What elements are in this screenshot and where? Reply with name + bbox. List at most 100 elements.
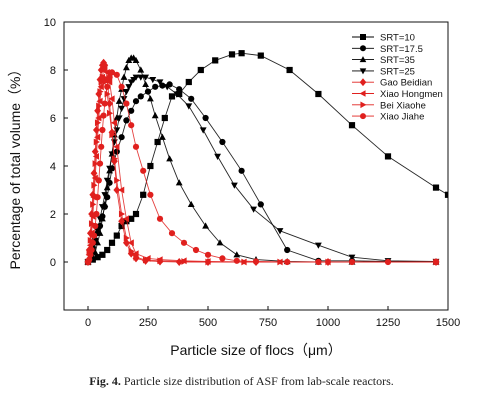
data-point bbox=[147, 191, 154, 198]
data-point bbox=[118, 134, 125, 141]
data-point bbox=[96, 216, 104, 223]
data-point bbox=[89, 239, 96, 246]
data-point bbox=[205, 258, 212, 266]
data-point bbox=[86, 256, 93, 263]
data-point bbox=[444, 191, 448, 198]
data-point bbox=[122, 88, 130, 96]
data-point bbox=[132, 143, 140, 150]
data-point bbox=[91, 181, 98, 189]
legend-item: SRT=35 bbox=[352, 55, 415, 66]
data-point bbox=[132, 210, 140, 218]
legend-item: Xiao Jiahe bbox=[352, 112, 424, 123]
data-point bbox=[212, 57, 219, 64]
data-point bbox=[228, 51, 236, 58]
data-point bbox=[157, 257, 164, 265]
data-point bbox=[348, 122, 356, 129]
data-point bbox=[97, 88, 104, 96]
data-point bbox=[384, 153, 392, 160]
data-point bbox=[120, 73, 128, 80]
data-point bbox=[113, 143, 120, 151]
data-point bbox=[238, 167, 245, 174]
data-point bbox=[238, 50, 245, 57]
data-point bbox=[199, 127, 207, 134]
data-point bbox=[219, 138, 226, 146]
data-point bbox=[96, 102, 103, 110]
data-point bbox=[180, 239, 188, 246]
data-point bbox=[128, 215, 135, 222]
data-point bbox=[187, 200, 195, 208]
y-tick-label: 0 bbox=[50, 257, 56, 269]
data-point bbox=[140, 167, 147, 174]
data-point bbox=[166, 155, 174, 162]
legend-label: Xiao Hongmen bbox=[380, 89, 443, 100]
data-point bbox=[99, 126, 106, 134]
data-point bbox=[163, 84, 171, 91]
x-axis-label: Particle size of flocs（μm） bbox=[170, 342, 341, 358]
data-point bbox=[88, 220, 96, 228]
data-point bbox=[284, 246, 291, 254]
data-point bbox=[91, 248, 99, 256]
data-point bbox=[233, 251, 241, 258]
data-point bbox=[123, 234, 130, 242]
data-point bbox=[123, 218, 130, 225]
data-point bbox=[118, 186, 125, 194]
data-point bbox=[175, 179, 183, 186]
data-point bbox=[202, 222, 210, 229]
data-point bbox=[140, 191, 147, 198]
caption-label: Fig. 4. bbox=[89, 374, 121, 388]
data-point bbox=[90, 232, 98, 239]
data-point bbox=[106, 165, 114, 172]
data-point bbox=[192, 246, 200, 254]
data-point bbox=[106, 78, 113, 86]
data-point bbox=[92, 222, 99, 230]
legend-marker bbox=[359, 56, 367, 63]
data-point bbox=[87, 251, 94, 258]
data-point bbox=[118, 222, 125, 230]
x-tick-label: 1000 bbox=[316, 317, 340, 329]
data-point bbox=[147, 162, 154, 170]
data-point bbox=[384, 258, 392, 266]
legend-marker bbox=[360, 45, 366, 52]
data-point bbox=[176, 90, 183, 98]
data-point bbox=[173, 91, 181, 98]
data-point bbox=[114, 176, 121, 184]
data-point bbox=[159, 82, 166, 89]
data-point bbox=[101, 192, 109, 199]
data-point bbox=[104, 246, 111, 254]
data-point bbox=[103, 177, 111, 184]
data-point bbox=[106, 109, 114, 117]
data-point bbox=[132, 250, 139, 258]
data-point bbox=[104, 83, 111, 90]
data-point bbox=[128, 247, 135, 255]
data-point bbox=[152, 83, 159, 90]
data-point bbox=[98, 204, 106, 211]
data-point bbox=[154, 138, 161, 146]
chart: 0 250 500 750 1000 1250 1500 0 2 4 6 8 10 Particle s… bbox=[7, 17, 460, 358]
data-point bbox=[156, 215, 164, 222]
data-point bbox=[128, 107, 135, 114]
data-point bbox=[149, 76, 157, 84]
data-point bbox=[176, 86, 183, 93]
data-point bbox=[96, 229, 104, 236]
data-point bbox=[101, 64, 108, 72]
data-point bbox=[120, 96, 128, 103]
data-point bbox=[123, 117, 130, 124]
x-tick-label: 250 bbox=[139, 317, 157, 329]
data-point bbox=[101, 100, 108, 107]
data-point bbox=[94, 228, 102, 235]
data-point bbox=[93, 138, 100, 146]
data-point bbox=[108, 95, 115, 103]
data-point bbox=[137, 93, 144, 100]
data-point bbox=[142, 74, 150, 81]
data-point bbox=[102, 78, 109, 86]
data-point bbox=[94, 254, 101, 261]
data-point bbox=[98, 143, 105, 150]
data-point bbox=[175, 257, 183, 267]
data-point bbox=[158, 133, 166, 140]
data-point bbox=[432, 258, 440, 266]
data-point bbox=[113, 148, 120, 155]
legend-label: Xiao Jiahe bbox=[380, 112, 424, 123]
caption-text: Particle size distribution of ASF from l… bbox=[123, 374, 394, 388]
data-point bbox=[118, 210, 126, 218]
data-point bbox=[109, 131, 116, 139]
